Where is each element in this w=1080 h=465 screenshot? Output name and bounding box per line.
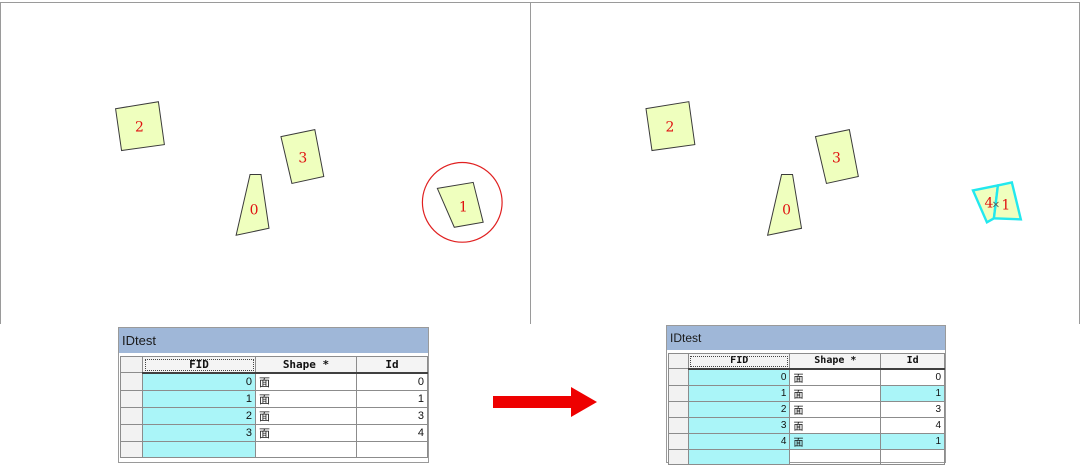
cell-shape[interactable]: 面 (789, 384, 882, 402)
cell-id[interactable]: 4 (356, 423, 428, 442)
cell-fid[interactable]: 2 (142, 406, 256, 425)
table-row-new[interactable] (120, 440, 428, 458)
cell-shape-empty[interactable] (255, 440, 357, 458)
map-view-after[interactable]: 2 3 0 4 × 1 (531, 2, 1080, 324)
column-header-id[interactable]: Id (356, 356, 428, 374)
row-selector[interactable] (668, 432, 689, 450)
cell-fid[interactable]: 3 (142, 423, 256, 442)
table-row[interactable]: 2 面 3 (668, 400, 945, 418)
feature-label-4: 4 (984, 195, 993, 211)
polygon-feature-2[interactable] (115, 101, 165, 152)
table-row[interactable]: 1 面 1 (120, 389, 428, 408)
row-selector[interactable] (120, 389, 143, 408)
cell-shape[interactable]: 面 (255, 406, 357, 425)
map-view-before[interactable]: 2 3 0 1 (0, 2, 531, 324)
column-header-id[interactable]: Id (880, 353, 945, 370)
cell-shape[interactable]: 面 (789, 400, 882, 418)
row-selector[interactable] (668, 416, 689, 434)
polygon-feature-3[interactable] (280, 129, 325, 185)
cell-fid[interactable]: 0 (687, 368, 791, 386)
attribute-grid[interactable]: FID Shape * Id 0 面 0 1 面 1 2 面 3 3 面 4 (120, 356, 428, 458)
cell-fid[interactable]: 4 (687, 432, 791, 450)
table-row[interactable]: 0 面 0 (668, 368, 945, 386)
cell-shape[interactable]: 面 (255, 372, 357, 391)
row-selector[interactable] (668, 368, 689, 386)
right-arrow-icon (493, 387, 597, 417)
table-row[interactable]: 3 面 4 (668, 416, 945, 434)
cell-shape[interactable]: 面 (255, 389, 357, 408)
polygon-feature-0[interactable] (235, 173, 270, 236)
cell-id[interactable]: 1 (880, 384, 945, 402)
row-selector[interactable] (668, 448, 689, 465)
row-selector-header[interactable] (668, 353, 689, 369)
map-canvas-after[interactable]: 2 3 0 4 × 1 (531, 3, 1079, 324)
feature-label-0: 0 (250, 202, 259, 218)
column-header-shape[interactable]: Shape * (255, 356, 357, 374)
cell-id[interactable]: 4 (880, 416, 945, 434)
polygon-feature-1[interactable] (436, 181, 484, 228)
cell-id-empty[interactable] (880, 448, 945, 465)
feature-label-0: 0 (782, 202, 791, 218)
cell-id[interactable]: 0 (880, 368, 945, 386)
polygon-feature-2[interactable] (645, 101, 696, 152)
feature-label-2: 2 (665, 120, 674, 136)
row-selector[interactable] (120, 372, 143, 391)
cell-shape[interactable]: 面 (789, 432, 882, 450)
column-header-shape[interactable]: Shape * (789, 353, 882, 370)
attribute-table-after[interactable]: IDtest FID Shape * Id 0 面 0 1 面 1 2 面 3 (666, 325, 946, 465)
cell-shape[interactable]: 面 (789, 368, 882, 386)
cell-id[interactable]: 0 (356, 372, 428, 391)
polygon-feature-0[interactable] (766, 173, 803, 236)
feature-label-2: 2 (135, 120, 144, 136)
cell-shape[interactable]: 面 (255, 423, 357, 442)
cell-fid[interactable]: 2 (687, 400, 791, 418)
cell-fid[interactable]: 1 (687, 384, 791, 402)
map-canvas-before[interactable]: 2 3 0 1 (1, 3, 530, 324)
table-row[interactable]: 0 面 0 (120, 372, 428, 391)
cell-fid-empty[interactable] (687, 448, 791, 465)
table-row[interactable]: 1 面 1 (668, 384, 945, 402)
column-header-fid[interactable]: FID (687, 353, 791, 370)
row-selector[interactable] (120, 423, 143, 442)
cell-id[interactable]: 1 (356, 389, 428, 408)
polygon-feature-1-selected[interactable] (992, 181, 1023, 221)
cell-fid[interactable]: 3 (687, 416, 791, 434)
cell-id[interactable]: 1 (880, 432, 945, 450)
attribute-grid[interactable]: FID Shape * Id 0 面 0 1 面 1 2 面 3 3 面 4 (668, 353, 945, 465)
table-row[interactable]: 4 面 1 (668, 432, 945, 450)
row-selector[interactable] (120, 440, 143, 458)
feature-label-3: 3 (298, 151, 307, 167)
cell-id[interactable]: 3 (356, 406, 428, 425)
table-row[interactable]: 2 面 3 (120, 406, 428, 425)
table-row[interactable]: 3 面 4 (120, 423, 428, 442)
cell-fid[interactable]: 1 (142, 389, 256, 408)
feature-label-1: 1 (459, 199, 468, 215)
attribute-table-before[interactable]: IDtest FID Shape * Id 0 面 0 1 面 1 2 面 3 (118, 327, 429, 463)
column-header-fid[interactable]: FID (142, 356, 256, 374)
cell-shape[interactable]: 面 (789, 416, 882, 434)
table-row-new[interactable] (668, 448, 945, 465)
cell-fid-empty[interactable] (142, 440, 256, 458)
row-selector[interactable] (120, 406, 143, 425)
cell-shape-empty[interactable] (789, 448, 882, 465)
row-selector[interactable] (668, 384, 689, 402)
feature-label-3: 3 (832, 151, 841, 167)
highlight-circle (421, 161, 503, 243)
vertex-marker: × (992, 199, 1000, 210)
row-selector[interactable] (668, 400, 689, 418)
cell-id[interactable]: 3 (880, 400, 945, 418)
table-title: IDtest (667, 326, 945, 350)
polygon-feature-3[interactable] (814, 129, 859, 185)
row-selector-header[interactable] (120, 356, 143, 373)
cell-fid[interactable]: 0 (142, 372, 256, 391)
feature-label-1: 1 (1001, 197, 1010, 213)
table-title: IDtest (119, 328, 428, 353)
cell-id-empty[interactable] (356, 440, 428, 458)
